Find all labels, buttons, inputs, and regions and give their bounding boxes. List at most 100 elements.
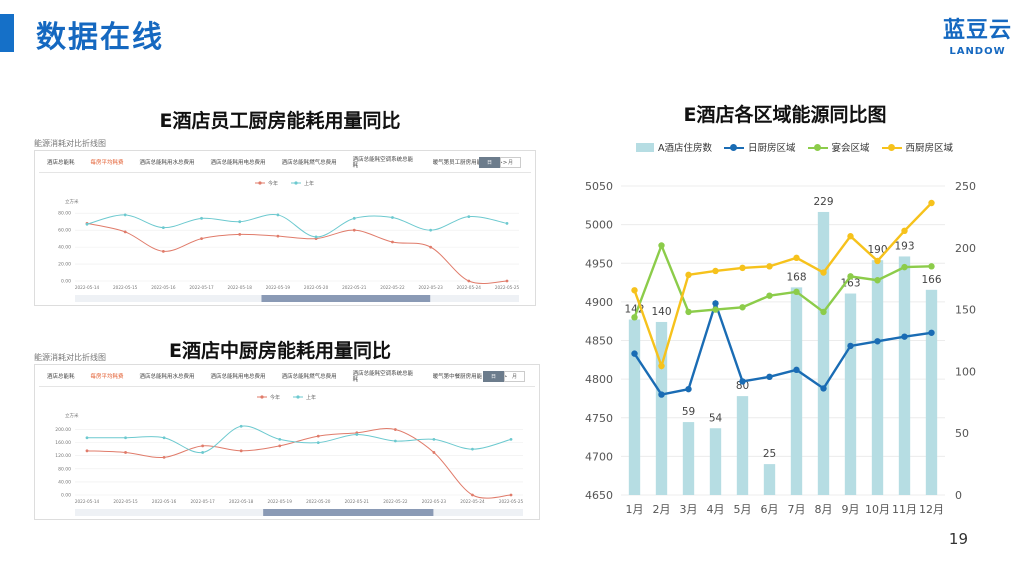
series-point-1 xyxy=(201,451,205,454)
tab-power[interactable]: 酒店总能耗用电总费用 xyxy=(210,159,266,166)
series-point-1 xyxy=(278,437,282,441)
tab-total[interactable]: 酒店总能耗 xyxy=(47,159,75,166)
x-tick-label: 12月 xyxy=(919,503,944,516)
series-point-2 xyxy=(874,257,881,265)
title-accent-bar xyxy=(0,14,14,52)
tab-total[interactable]: 酒店总能耗 xyxy=(47,373,75,380)
tab-per-room[interactable]: 每房平均耗费 xyxy=(90,159,124,166)
legend-text-0: 今年 xyxy=(270,394,280,401)
staff-kitchen-panel: 酒店总能耗 每房平均耗费 酒店总能耗用水总费用 酒店总能耗用电总费用 酒店总能耗… xyxy=(34,150,536,306)
tab-hvac[interactable]: 酒店总能耗空调系统总能耗 xyxy=(352,156,414,169)
series-point-0 xyxy=(85,449,89,453)
series-point-0 xyxy=(432,451,436,454)
series-point-1 xyxy=(901,263,908,271)
tabs-more-button[interactable]: >> xyxy=(498,159,508,166)
area-energy-combo-chart: 4650 4700 4750 4800 4850 4900 4950 5000 5050 0 50 1… xyxy=(585,180,976,516)
y-left-tick-label: 4800 xyxy=(585,373,613,386)
x-tick-label: 2022-05-23 xyxy=(422,499,447,504)
tab-per-room[interactable]: 每房平均耗费 xyxy=(90,373,124,380)
x-tick-label: 2022-05-19 xyxy=(268,499,293,504)
series-point-1 xyxy=(200,216,203,220)
tab-gas[interactable]: 酒店总能耗燃气总费用 xyxy=(281,373,337,380)
series-point-1 xyxy=(162,436,166,440)
series-line-1 xyxy=(86,425,512,453)
legend-item-banquet: 宴会区域 xyxy=(807,140,870,154)
bar-value-label: 25 xyxy=(763,448,776,460)
series-point-1 xyxy=(509,437,513,441)
series-point-0 xyxy=(161,249,165,253)
series-point-1 xyxy=(505,222,509,225)
legend-swatch-bar xyxy=(636,142,654,152)
legend-swatch-banquet xyxy=(807,143,828,152)
x-tick-label: 2022-05-14 xyxy=(75,499,100,504)
y-tick-label: 40.00 xyxy=(58,245,71,251)
series-point-0 xyxy=(712,300,719,307)
series-point-0 xyxy=(429,245,433,249)
series-point-0 xyxy=(467,279,471,283)
legend-dot-1 xyxy=(294,181,298,185)
y-left-tick-label: 5050 xyxy=(585,180,613,193)
period-month-button[interactable]: 月 xyxy=(499,157,521,168)
series-point-1 xyxy=(391,216,394,219)
tab-kitchen[interactable]: 暖气第中餐厨房用能 xyxy=(432,373,483,380)
legend-item-rooms: A酒店住房数 xyxy=(636,140,712,154)
tab-gas[interactable]: 酒店总能耗燃气总费用 xyxy=(281,159,337,166)
series-line-0 xyxy=(86,222,508,284)
series-point-0 xyxy=(200,237,203,241)
x-tick-label: 2022-05-25 xyxy=(495,285,520,290)
series-point-0 xyxy=(238,233,242,236)
series-point-1 xyxy=(124,436,127,440)
series-point-0 xyxy=(352,228,356,232)
x-tick-label: 8月 xyxy=(815,503,833,516)
tab-power[interactable]: 酒店总能耗用电总费用 xyxy=(210,373,266,380)
series-point-2 xyxy=(739,264,746,272)
series-point-0 xyxy=(739,378,746,385)
legend-swatch-daily xyxy=(724,143,744,152)
series-point-0 xyxy=(276,234,280,238)
series-point-0 xyxy=(847,342,854,350)
bar-rooms xyxy=(817,211,830,495)
zoom-scroll-thumb xyxy=(261,295,431,302)
tab-kitchen[interactable]: 暖气第员工厨房用能 xyxy=(432,159,483,166)
x-tick-label: 1月 xyxy=(626,503,644,516)
series-point-1 xyxy=(793,288,800,296)
series-point-0 xyxy=(393,428,397,431)
period-toggle: 日 月 xyxy=(482,371,525,382)
legend-dot-0 xyxy=(258,181,262,185)
y-left-tick-label: 4650 xyxy=(585,489,613,502)
legend-item-western: 西厨房区域 xyxy=(881,140,953,154)
zoom-scroll-thumb xyxy=(263,509,434,516)
y-tick-label: 60.00 xyxy=(58,228,71,234)
series-point-1 xyxy=(238,220,242,224)
series-point-2 xyxy=(712,267,719,275)
series-point-0 xyxy=(278,444,282,448)
bar-rooms xyxy=(628,319,641,495)
x-tick-label: 2022-05-20 xyxy=(306,499,331,504)
series-line-0 xyxy=(633,299,932,396)
series-point-1 xyxy=(123,213,127,217)
tab-water[interactable]: 酒店总能耗用水总费用 xyxy=(139,159,195,166)
y-right-tick-label: 200 xyxy=(955,242,976,255)
x-tick-label: 2022-05-16 xyxy=(151,285,176,290)
y-tick-label: 120.00 xyxy=(55,453,71,459)
tab-hvac[interactable]: 酒店总能耗空调系统总能耗 xyxy=(352,370,414,383)
period-day-button[interactable]: 日 xyxy=(478,157,500,168)
bar-value-label: 168 xyxy=(786,271,806,283)
period-month-button[interactable]: 月 xyxy=(503,371,525,382)
series-point-0 xyxy=(505,279,509,283)
x-tick-label: 2月 xyxy=(653,503,671,516)
y-right-tick-label: 50 xyxy=(955,427,969,440)
legend-text-1: 上年 xyxy=(306,394,316,401)
logo-en: LANDOW xyxy=(949,46,1006,57)
series-line-1 xyxy=(633,242,932,318)
y-right-tick-label: 150 xyxy=(955,304,976,317)
period-day-button[interactable]: 日 xyxy=(482,371,504,382)
tab-water[interactable]: 酒店总能耗用水总费用 xyxy=(139,373,195,380)
series-point-0 xyxy=(928,329,935,336)
bar-rooms xyxy=(871,260,884,495)
y-left-tick-label: 4850 xyxy=(585,335,613,348)
bar-rooms xyxy=(898,256,911,495)
bar-value-label: 59 xyxy=(682,406,695,418)
series-point-2 xyxy=(631,287,638,294)
